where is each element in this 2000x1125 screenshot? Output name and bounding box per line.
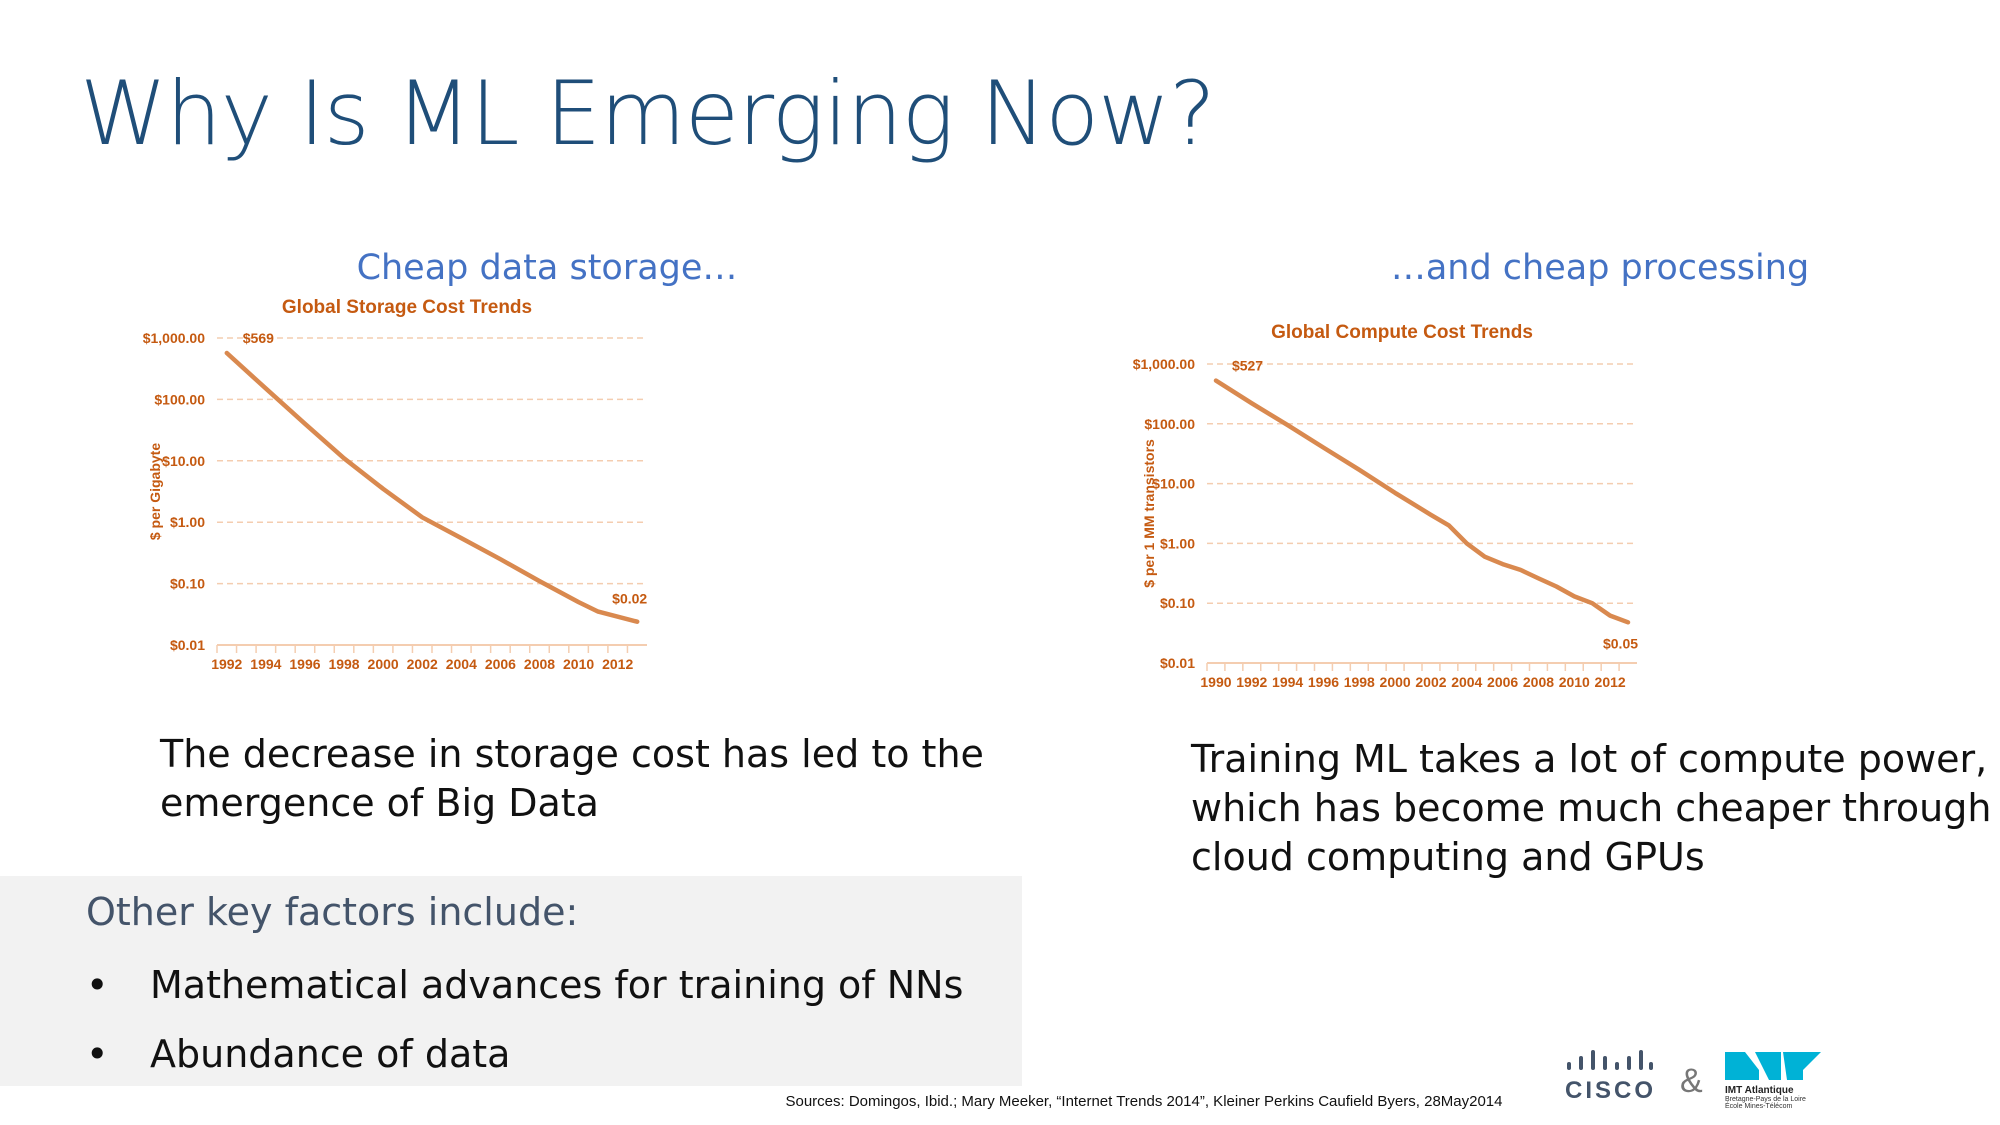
text-line: The decrease in storage cost has led to …	[160, 732, 984, 776]
x-tick-label: 2004	[446, 656, 477, 672]
x-tick-label: 1998	[1344, 674, 1375, 690]
x-tick-label: 2004	[1451, 674, 1482, 690]
x-tick-label: 2006	[1487, 674, 1518, 690]
x-tick-label: 2008	[524, 656, 555, 672]
cisco-wordmark: CISCO	[1565, 1077, 1657, 1104]
bullet-item: Mathematical advances for training of NN…	[150, 963, 964, 1007]
x-tick-label: 2006	[485, 656, 516, 672]
chart-title: Global Storage Cost Trends	[282, 297, 532, 318]
x-tick-label: 2002	[1415, 674, 1446, 690]
compute-cost-chart: Global Compute Cost Trends $ per 1 MM tra…	[1133, 322, 1639, 690]
y-tick-label: $1.00	[170, 514, 205, 530]
imt-logo: IMT Atlantique Bretagne-Pays de la Loire…	[1725, 1052, 1835, 1110]
cisco-logo: CISCO	[1565, 1050, 1655, 1120]
y-axis-label: $ per 1 MM transistors	[1141, 439, 1157, 588]
left-heading: Cheap data storage…	[356, 248, 738, 288]
bullet-marker: •	[86, 1032, 109, 1076]
x-tick-label: 1996	[1308, 674, 1339, 690]
y-tick-label: $1,000.00	[143, 330, 205, 346]
bullet-marker: •	[86, 963, 109, 1007]
storage-description: The decrease in storage cost has led to …	[160, 730, 984, 828]
y-tick-label: $0.01	[170, 637, 205, 653]
ampersand: &	[1680, 1062, 1703, 1100]
x-tick-label: 1994	[250, 656, 281, 672]
imt-line: Bretagne-Pays de la Loire	[1725, 1096, 1806, 1103]
cisco-bars-icon	[1567, 1050, 1653, 1070]
x-tick-label: 2008	[1523, 674, 1554, 690]
x-tick-label: 2000	[1380, 674, 1411, 690]
right-heading: …and cheap processing	[1390, 248, 1810, 288]
data-label: $569	[243, 330, 274, 346]
data-label: $0.05	[1603, 635, 1638, 651]
y-axis-label: $ per Gigabyte	[147, 443, 163, 540]
x-tick-label: 2000	[368, 656, 399, 672]
x-tick-label: 1992	[211, 656, 242, 672]
x-tick-label: 2012	[602, 656, 633, 672]
x-tick-label: 1992	[1236, 674, 1267, 690]
y-tick-label: $0.01	[1160, 655, 1195, 671]
x-tick-label: 1996	[289, 656, 320, 672]
y-tick-label: $100.00	[1144, 416, 1195, 432]
data-label: $0.02	[612, 591, 647, 607]
text-line: cloud computing and GPUs	[1191, 835, 1705, 879]
cost-trend-line	[224, 350, 640, 624]
compute-description: Training ML takes a lot of compute power…	[1191, 735, 1991, 882]
x-tick-label: 1994	[1272, 674, 1303, 690]
x-tick-label: 1990	[1200, 674, 1231, 690]
sources-footnote: Sources: Domingos, Ibid.; Mary Meeker, “…	[785, 1093, 1503, 1110]
x-tick-label: 2010	[1559, 674, 1590, 690]
y-tick-label: $1.00	[1160, 535, 1195, 551]
y-tick-label: $100.00	[154, 391, 205, 407]
other-factors-box	[0, 876, 1022, 1086]
y-tick-label: $10.00	[162, 453, 205, 469]
slide-title: Why Is ML Emerging Now?	[80, 62, 1216, 165]
y-tick-label: $10.00	[1152, 476, 1195, 492]
x-tick-label: 2012	[1595, 674, 1626, 690]
text-line: which has become much cheaper through	[1191, 786, 1992, 830]
chart-title: Global Compute Cost Trends	[1271, 322, 1533, 343]
cost-trend-line	[1213, 378, 1631, 625]
y-tick-label: $1,000.00	[1133, 356, 1195, 372]
y-tick-label: $0.10	[1160, 595, 1195, 611]
storage-cost-chart: Global Storage Cost Trends $ per Gigabyte…	[143, 297, 648, 672]
imt-line: École Mines-Télécom	[1725, 1103, 1793, 1110]
x-tick-label: 2010	[563, 656, 594, 672]
imt-mark-icon	[1725, 1052, 1821, 1080]
y-tick-label: $0.10	[170, 576, 205, 592]
other-factors-heading: Other key factors include:	[86, 890, 579, 934]
text-line: Training ML takes a lot of compute power…	[1191, 737, 1988, 781]
text-line: emergence of Big Data	[160, 781, 599, 825]
x-tick-label: 2002	[407, 656, 438, 672]
bullet-item: Abundance of data	[150, 1032, 511, 1076]
imt-name: IMT Atlantique	[1725, 1085, 1794, 1096]
x-tick-label: 1998	[328, 656, 359, 672]
data-label: $527	[1232, 358, 1263, 374]
